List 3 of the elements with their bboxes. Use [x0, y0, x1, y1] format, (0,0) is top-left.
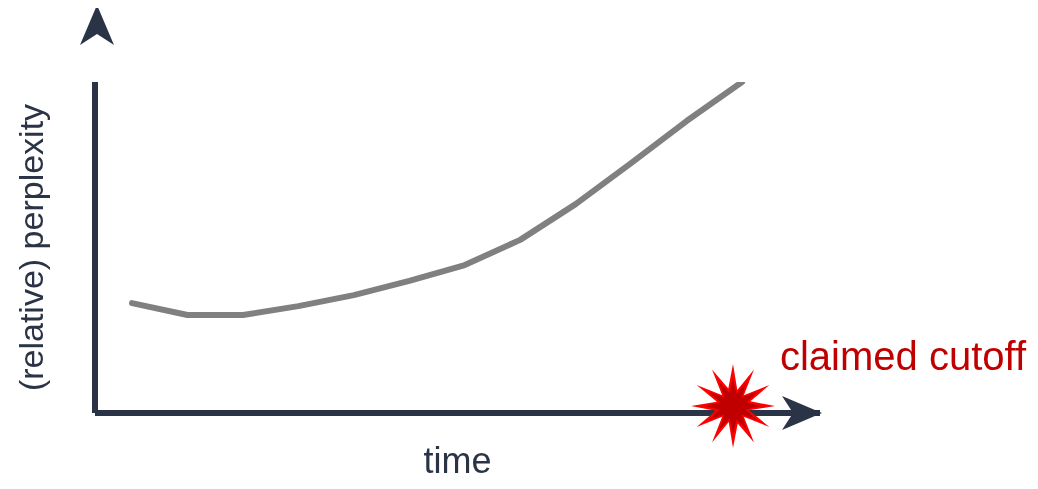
x-axis-title: time — [423, 440, 492, 481]
y-axis-title: (relative) perplexity — [12, 103, 51, 392]
annotation: claimed cutoff — [779, 334, 1027, 378]
